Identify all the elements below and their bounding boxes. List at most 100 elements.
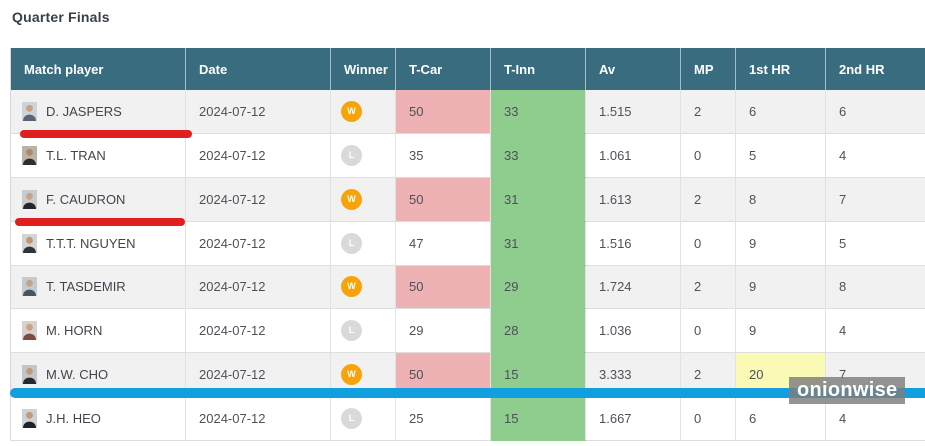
mp-cell: 2 xyxy=(680,265,736,310)
table-row: M. HORN 2024-07-12 L 29 28 1.036 0 9 4 xyxy=(10,308,925,353)
page-title: Quarter Finals xyxy=(12,9,110,25)
col-header-t-car: T-Car xyxy=(395,48,491,90)
loser-badge: L xyxy=(341,145,362,167)
t-inn-cell: 31 xyxy=(490,177,586,222)
player-name: M.W. CHO xyxy=(46,366,109,382)
av-cell: 1.724 xyxy=(585,265,681,310)
1st-hr-cell: 9 xyxy=(735,265,826,310)
player-cell: T. TASDEMIR xyxy=(10,265,186,310)
2nd-hr-cell: 4 xyxy=(825,308,925,353)
player-avatar xyxy=(22,408,37,428)
mp-cell: 0 xyxy=(680,396,736,441)
t-car-cell: 50 xyxy=(395,177,491,222)
t-inn-cell: 15 xyxy=(490,396,586,441)
player-cell: J.H. HEO xyxy=(10,396,186,441)
t-inn-cell: 31 xyxy=(490,221,586,266)
t-inn-cell: 33 xyxy=(490,90,586,135)
winner-badge: W xyxy=(341,188,362,210)
winner-badge: W xyxy=(341,276,362,298)
player-avatar xyxy=(22,189,37,209)
date-cell: 2024-07-12 xyxy=(185,265,331,310)
player-name: J.H. HEO xyxy=(46,410,101,426)
date-cell: 2024-07-12 xyxy=(185,221,331,266)
winner-badge: W xyxy=(341,101,362,123)
player-name: T.T.T. NGUYEN xyxy=(46,235,136,251)
1st-hr-cell: 6 xyxy=(735,90,826,135)
av-cell: 1.061 xyxy=(585,133,681,178)
player-avatar xyxy=(22,146,37,166)
table-header: Match player Date Winner T-Car T-Inn Av … xyxy=(10,48,925,90)
watermark-badge: onionwise xyxy=(789,377,906,404)
col-header-2nd-hr: 2nd HR xyxy=(825,48,925,90)
t-car-cell: 29 xyxy=(395,308,491,353)
player-name: T.L. TRAN xyxy=(46,148,106,164)
date-cell: 2024-07-12 xyxy=(185,133,331,178)
t-car-cell: 35 xyxy=(395,133,491,178)
player-avatar xyxy=(22,277,37,297)
winner-cell: W xyxy=(330,90,396,135)
winner-cell: L xyxy=(330,221,396,266)
1st-hr-cell: 8 xyxy=(735,177,826,222)
player-name: T. TASDEMIR xyxy=(46,279,126,295)
player-name: F. CAUDRON xyxy=(46,191,126,207)
player-cell: F. CAUDRON xyxy=(10,177,186,226)
1st-hr-cell: 5 xyxy=(735,133,826,178)
2nd-hr-cell: 7 xyxy=(825,177,925,222)
t-inn-cell: 33 xyxy=(490,133,586,178)
col-header-mp: MP xyxy=(680,48,736,90)
t-inn-cell: 29 xyxy=(490,265,586,310)
loser-badge: L xyxy=(341,232,362,254)
winner-cell: W xyxy=(330,265,396,310)
2nd-hr-cell: 4 xyxy=(825,133,925,178)
mp-cell: 2 xyxy=(680,177,736,222)
quarter-finals-table: Match player Date Winner T-Car T-Inn Av … xyxy=(10,48,925,441)
date-cell: 2024-07-12 xyxy=(185,177,331,222)
mp-cell: 0 xyxy=(680,133,736,178)
loser-badge: L xyxy=(341,320,362,342)
col-header-winner: Winner xyxy=(330,48,396,90)
player-name: D. JASPERS xyxy=(46,104,122,120)
winner-cell: L xyxy=(330,133,396,178)
col-header-1st-hr: 1st HR xyxy=(735,48,826,90)
date-cell: 2024-07-12 xyxy=(185,308,331,353)
2nd-hr-cell: 5 xyxy=(825,221,925,266)
2nd-hr-cell: 8 xyxy=(825,265,925,310)
1st-hr-cell: 9 xyxy=(735,308,826,353)
mp-cell: 0 xyxy=(680,308,736,353)
table-row: F. CAUDRON 2024-07-12 W 50 31 1.613 2 8 … xyxy=(10,177,925,226)
t-car-cell: 50 xyxy=(395,265,491,310)
mp-cell: 0 xyxy=(680,221,736,266)
player-avatar xyxy=(22,321,37,341)
col-header-match-player: Match player xyxy=(10,48,186,90)
table-row: J.H. HEO 2024-07-12 L 25 15 1.667 0 6 4 xyxy=(10,396,925,441)
av-cell: 1.515 xyxy=(585,90,681,135)
winner-cell: W xyxy=(330,177,396,222)
player-avatar xyxy=(22,364,37,384)
player-cell: T.T.T. NGUYEN xyxy=(10,221,186,266)
winner-cell: L xyxy=(330,308,396,353)
t-car-cell: 25 xyxy=(395,396,491,441)
mp-cell: 2 xyxy=(680,90,736,135)
t-inn-cell: 28 xyxy=(490,308,586,353)
t-car-cell: 50 xyxy=(395,90,491,135)
loser-badge: L xyxy=(341,407,362,429)
2nd-hr-cell: 6 xyxy=(825,90,925,135)
date-cell: 2024-07-12 xyxy=(185,90,331,135)
blue-highlight-bar xyxy=(10,388,925,398)
winner-cell: L xyxy=(330,396,396,441)
table-row: T. TASDEMIR 2024-07-12 W 50 29 1.724 2 9… xyxy=(10,265,925,310)
av-cell: 1.667 xyxy=(585,396,681,441)
av-cell: 1.036 xyxy=(585,308,681,353)
player-name: M. HORN xyxy=(46,323,103,339)
player-avatar xyxy=(22,102,37,122)
player-avatar xyxy=(22,233,37,253)
date-cell: 2024-07-12 xyxy=(185,396,331,441)
col-header-date: Date xyxy=(185,48,331,90)
col-header-av: Av xyxy=(585,48,681,90)
player-cell: D. JASPERS xyxy=(10,90,192,139)
winner-badge: W xyxy=(341,363,362,385)
table-row: D. JASPERS 2024-07-12 W 50 33 1.515 2 6 … xyxy=(10,90,925,139)
col-header-t-inn: T-Inn xyxy=(490,48,586,90)
player-cell: T.L. TRAN xyxy=(10,133,186,178)
